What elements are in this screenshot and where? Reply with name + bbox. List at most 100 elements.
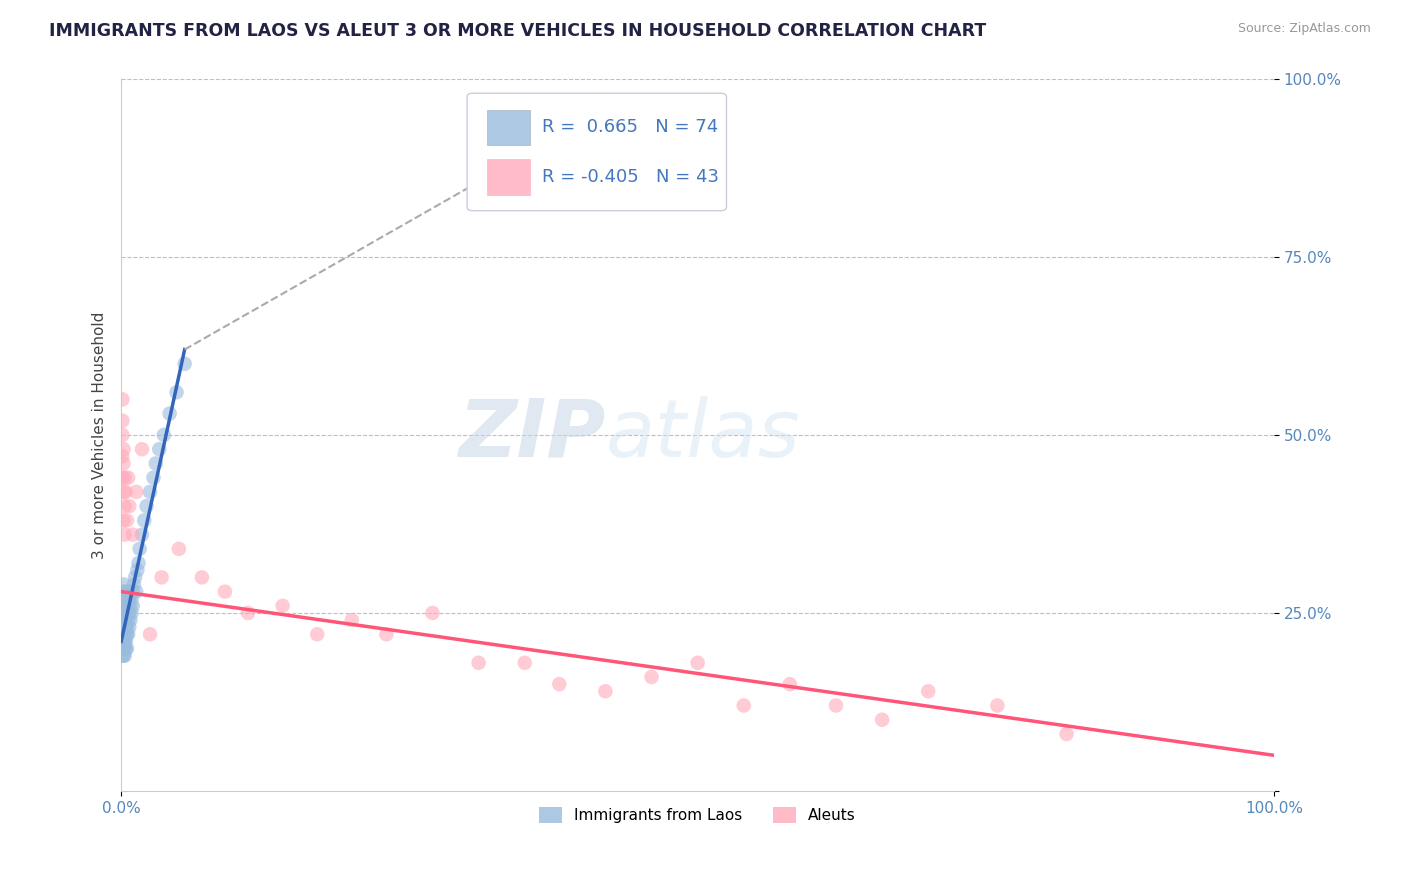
Point [114, 627, 136, 641]
Point [124, 570, 146, 584]
Point [122, 577, 145, 591]
Point [125, 584, 148, 599]
Point [148, 442, 170, 457]
Point [145, 457, 167, 471]
Point [125, 484, 148, 499]
Point [121, 527, 143, 541]
Point [111, 584, 134, 599]
Point [139, 484, 162, 499]
Text: R =  0.665   N = 74: R = 0.665 N = 74 [541, 119, 718, 136]
Point [114, 620, 136, 634]
Text: ZIP: ZIP [458, 396, 606, 474]
Point [340, 613, 363, 627]
Point [115, 513, 138, 527]
Point [115, 606, 138, 620]
Point [118, 591, 141, 606]
Point [114, 527, 136, 541]
Point [121, 606, 143, 620]
Point [166, 385, 188, 400]
Point [115, 591, 138, 606]
Point [779, 677, 801, 691]
Point [117, 471, 139, 485]
Point [111, 414, 134, 428]
Point [112, 606, 135, 620]
Point [111, 634, 134, 648]
Point [114, 591, 136, 606]
Point [112, 442, 135, 457]
Point [114, 648, 136, 663]
Point [111, 648, 134, 663]
Point [114, 634, 136, 648]
Point [134, 513, 156, 527]
Point [114, 599, 136, 613]
Text: R = -0.405   N = 43: R = -0.405 N = 43 [541, 169, 718, 186]
Text: IMMIGRANTS FROM LAOS VS ALEUT 3 OR MORE VEHICLES IN HOUSEHOLD CORRELATION CHART: IMMIGRANTS FROM LAOS VS ALEUT 3 OR MORE … [49, 22, 987, 40]
Point [114, 613, 136, 627]
Point [112, 641, 135, 656]
Point [114, 606, 136, 620]
Point [114, 627, 136, 641]
Point [117, 599, 139, 613]
Point [112, 599, 135, 613]
Point [112, 457, 135, 471]
Point [112, 613, 135, 627]
Point [114, 606, 136, 620]
Point [114, 471, 136, 485]
Point [167, 541, 190, 556]
Point [112, 577, 135, 591]
Point [111, 471, 134, 485]
Point [111, 428, 134, 442]
Point [472, 171, 495, 186]
Point [115, 627, 138, 641]
Point [111, 627, 134, 641]
Point [375, 627, 398, 641]
Point [118, 606, 141, 620]
Point [114, 634, 136, 648]
Point [114, 484, 136, 499]
Legend: Immigrants from Laos, Aleuts: Immigrants from Laos, Aleuts [533, 801, 862, 830]
Point [139, 627, 162, 641]
Point [111, 392, 134, 407]
Point [131, 442, 153, 457]
Point [114, 641, 136, 656]
Point [121, 591, 143, 606]
Point [135, 499, 157, 513]
Point [112, 648, 135, 663]
Point [114, 641, 136, 656]
Point [114, 499, 136, 513]
Point [422, 606, 444, 620]
Point [112, 634, 135, 648]
Text: atlas: atlas [606, 396, 800, 474]
Point [112, 484, 135, 499]
Point [128, 556, 150, 570]
Point [236, 606, 259, 620]
Point [117, 627, 139, 641]
Point [128, 541, 150, 556]
Point [595, 684, 617, 698]
Point [548, 677, 571, 691]
Point [111, 613, 134, 627]
Point [114, 591, 136, 606]
Point [214, 584, 236, 599]
Point [112, 513, 135, 527]
Point [467, 656, 489, 670]
Point [118, 620, 141, 634]
Point [825, 698, 848, 713]
Point [118, 499, 141, 513]
Point [114, 620, 136, 634]
Point [111, 620, 134, 634]
Point [121, 599, 143, 613]
Point [112, 627, 135, 641]
Point [150, 570, 173, 584]
Point [120, 599, 142, 613]
Point [1056, 727, 1078, 741]
Point [111, 641, 134, 656]
Point [111, 606, 134, 620]
Point [513, 656, 536, 670]
Y-axis label: 3 or more Vehicles in Household: 3 or more Vehicles in Household [93, 311, 107, 558]
FancyBboxPatch shape [467, 94, 727, 211]
Point [153, 428, 176, 442]
Point [733, 698, 755, 713]
Point [111, 599, 134, 613]
Point [173, 357, 195, 371]
